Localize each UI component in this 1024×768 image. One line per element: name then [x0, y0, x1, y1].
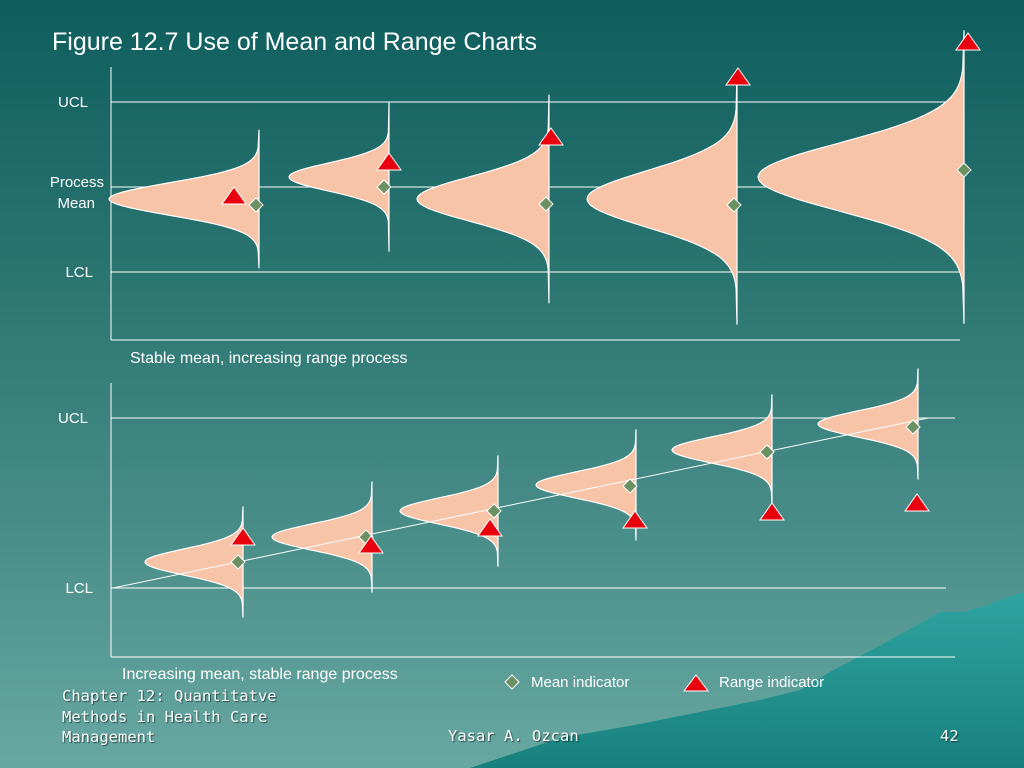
slide-title: Figure 12.7 Use of Mean and Range Charts	[52, 28, 537, 56]
bottom-distribution-2	[271, 481, 373, 593]
bottom-range-triangle-icon-5	[759, 502, 785, 521]
legend: Mean indicator Range indicator	[504, 674, 824, 692]
top-distribution-3	[416, 94, 550, 304]
bottom-mean-diamond-icon-4	[622, 478, 638, 494]
bottom-mean-diamond-icon-3	[486, 503, 502, 519]
page-number: 42	[940, 727, 959, 745]
top-mean-diamond-icon-1	[248, 197, 264, 213]
top-mean-diamond-icon-5	[956, 162, 972, 178]
bottom-distributions	[144, 368, 919, 618]
legend-mean-diamond-icon	[504, 674, 520, 690]
top-range-triangle-icon-1	[221, 186, 247, 205]
bottom-mean-diamond-icon-6	[905, 419, 921, 435]
top-mean-label-line1: Process	[50, 174, 104, 191]
footer-author: Yasar A. Ozcan	[448, 727, 579, 745]
top-markers	[221, 32, 981, 213]
bottom-mean-diamond-icon-1	[230, 554, 246, 570]
top-distribution-4	[586, 73, 738, 325]
top-distribution-5	[757, 30, 965, 324]
bottom-mean-diamond-icon-5	[759, 444, 775, 460]
top-mean-label-line2: Mean	[57, 195, 95, 212]
mountain-decoration	[470, 592, 1024, 768]
top-lcl-label: LCL	[65, 264, 93, 281]
footer-chapter: Chapter 12: Quantitatve Methods in Healt…	[62, 687, 277, 746]
bottom-range-triangle-icon-6	[904, 493, 930, 512]
bottom-distribution-4	[535, 429, 637, 541]
bottom-distribution-1	[144, 506, 244, 618]
top-distribution-1	[108, 129, 260, 269]
bottom-distribution-3	[399, 455, 499, 567]
bottom-caption: Increasing mean, stable range process	[122, 666, 398, 683]
top-panel: UCL Process Mean LCL Stable mean, increa…	[50, 30, 981, 367]
bottom-range-triangle-icon-1	[230, 527, 256, 546]
mean-trend-line	[112, 417, 929, 589]
bottom-markers	[230, 419, 930, 570]
top-caption: Stable mean, increasing range process	[130, 350, 408, 367]
bottom-panel: UCL LCL Increasing mean, stable range pr…	[58, 368, 955, 683]
top-range-triangle-icon-3	[538, 127, 564, 146]
bottom-range-triangle-icon-3	[477, 518, 503, 537]
top-distribution-2	[288, 102, 390, 252]
top-mean-diamond-icon-2	[376, 179, 392, 195]
bottom-distribution-5	[671, 394, 773, 506]
legend-mean-label: Mean indicator	[531, 674, 629, 691]
top-range-triangle-icon-4	[725, 67, 751, 86]
top-ucl-label: UCL	[58, 94, 88, 111]
top-mean-diamond-icon-3	[538, 196, 554, 212]
top-distributions	[108, 30, 965, 325]
top-mean-diamond-icon-4	[726, 197, 742, 213]
bottom-distribution-6	[817, 368, 919, 480]
legend-range-triangle-icon	[683, 674, 709, 692]
top-range-triangle-icon-2	[376, 152, 402, 171]
bottom-ucl-label: UCL	[58, 410, 88, 427]
bottom-range-triangle-icon-4	[622, 510, 648, 529]
bottom-range-triangle-icon-2	[358, 535, 384, 554]
top-range-triangle-icon-5	[955, 32, 981, 51]
legend-range-label: Range indicator	[719, 674, 824, 691]
bottom-lcl-label: LCL	[65, 580, 93, 597]
